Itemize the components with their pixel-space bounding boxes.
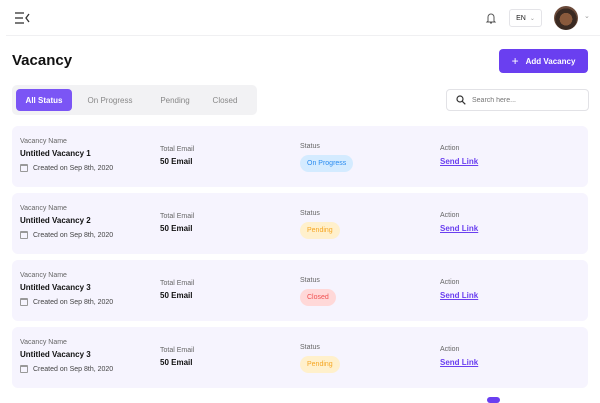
- send-link[interactable]: Send Link: [440, 224, 479, 233]
- search-icon: [456, 95, 466, 105]
- tab-all-status[interactable]: All Status: [16, 89, 72, 111]
- avatar[interactable]: [554, 6, 578, 30]
- tab-closed[interactable]: Closed: [212, 95, 238, 105]
- add-vacancy-button[interactable]: + Add Vacancy: [499, 49, 588, 73]
- created-date: Created on Sep 8th, 2020: [33, 365, 114, 373]
- vacancy-name: Untitled Vacancy 3: [20, 350, 91, 359]
- tab-on-progress[interactable]: On Progress: [87, 95, 133, 105]
- tab-pending[interactable]: Pending: [160, 95, 190, 105]
- total-email-label: Total Email: [160, 347, 195, 354]
- status-label: Status: [300, 277, 320, 284]
- calendar-icon: [20, 231, 28, 239]
- total-email-label: Total Email: [160, 146, 195, 153]
- page-title: Vacancy: [12, 52, 73, 69]
- pagination-current-page[interactable]: [487, 397, 500, 403]
- vacancy-card: Vacancy Name Untitled Vacancy 2 Created …: [12, 193, 588, 254]
- status-badge: On Progress: [300, 155, 354, 172]
- status-badge: Pending: [300, 356, 340, 373]
- total-email: 50 Email: [160, 157, 193, 166]
- status-badge: Pending: [300, 222, 340, 239]
- vacancy-name: Untitled Vacancy 1: [20, 149, 91, 158]
- chevron-down-icon: ⌄: [529, 15, 535, 22]
- action-label: Action: [440, 212, 460, 219]
- status-badge: Closed: [300, 289, 336, 306]
- send-link[interactable]: Send Link: [440, 291, 479, 300]
- vacancy-card: Vacancy Name Untitled Vacancy 3 Created …: [12, 327, 588, 388]
- language-select[interactable]: EN ⌄: [509, 9, 542, 27]
- vacancy-name-label: Vacancy Name: [20, 272, 67, 279]
- vacancy-name: Untitled Vacancy 2: [20, 216, 91, 225]
- calendar-icon: [20, 298, 28, 306]
- chevron-down-icon[interactable]: ⌄: [584, 13, 590, 20]
- total-email: 50 Email: [160, 358, 193, 367]
- send-link[interactable]: Send Link: [440, 358, 479, 367]
- vacancy-card: Vacancy Name Untitled Vacancy 3 Created …: [12, 260, 588, 321]
- top-bar: [6, 0, 600, 36]
- vacancy-name-label: Vacancy Name: [20, 339, 67, 346]
- search-box[interactable]: [446, 89, 589, 111]
- send-link[interactable]: Send Link: [440, 157, 479, 166]
- calendar-icon: [20, 365, 28, 373]
- notification-bell-icon[interactable]: [485, 11, 497, 25]
- created-date: Created on Sep 8th, 2020: [33, 231, 114, 239]
- action-label: Action: [440, 346, 460, 353]
- plus-icon: +: [511, 54, 519, 68]
- total-email: 50 Email: [160, 291, 193, 300]
- created-date: Created on Sep 8th, 2020: [33, 164, 114, 172]
- status-tabs: All Status On Progress Pending Closed: [12, 85, 257, 115]
- status-label: Status: [300, 344, 320, 351]
- vacancy-name-label: Vacancy Name: [20, 138, 67, 145]
- search-input[interactable]: [472, 96, 582, 104]
- menu-collapse-icon[interactable]: [14, 11, 30, 25]
- calendar-icon: [20, 164, 28, 172]
- language-label: EN: [516, 14, 526, 22]
- total-email-label: Total Email: [160, 213, 195, 220]
- total-email: 50 Email: [160, 224, 193, 233]
- vacancy-name-label: Vacancy Name: [20, 205, 67, 212]
- status-label: Status: [300, 143, 320, 150]
- status-label: Status: [300, 210, 320, 217]
- total-email-label: Total Email: [160, 280, 195, 287]
- action-label: Action: [440, 279, 460, 286]
- action-label: Action: [440, 145, 460, 152]
- vacancy-name: Untitled Vacancy 3: [20, 283, 91, 292]
- vacancy-card: Vacancy Name Untitled Vacancy 1 Created …: [12, 126, 588, 187]
- add-vacancy-label: Add Vacancy: [525, 56, 576, 66]
- created-date: Created on Sep 8th, 2020: [33, 298, 114, 306]
